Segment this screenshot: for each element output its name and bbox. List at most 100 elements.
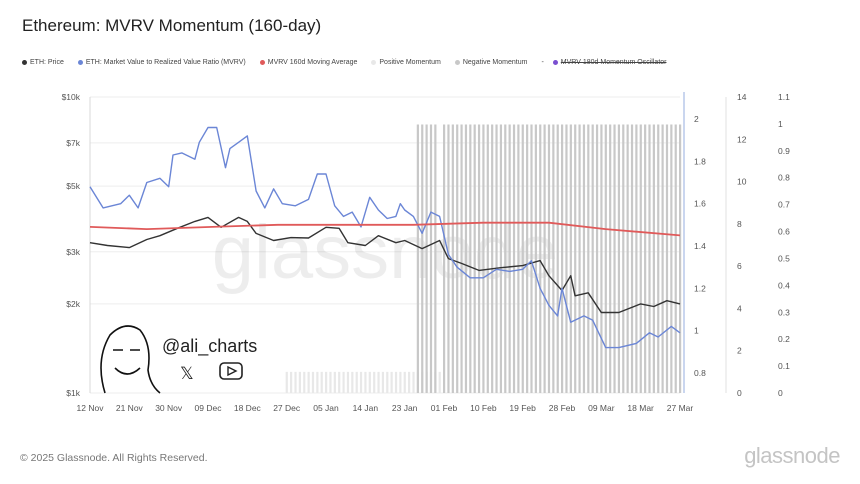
negative-momentum-bar: [429, 124, 433, 393]
legend-item[interactable]: ETH: Market Value to Realized Value Rati…: [77, 59, 246, 66]
positive-momentum-bar: [303, 371, 306, 393]
negative-momentum-bar: [670, 124, 673, 393]
mvrv-tick-label: 1.8: [694, 156, 706, 166]
legend-label: ETH: Price: [30, 59, 64, 66]
mvrv-tick-label: 1.6: [694, 199, 706, 209]
positive-momentum-bar: [373, 371, 376, 393]
legend-swatch: [454, 60, 460, 65]
negative-momentum-bar: [569, 124, 572, 393]
oscillator-tick-label: 0.3: [778, 307, 790, 317]
positive-momentum-bar: [320, 371, 323, 393]
positive-momentum-bar: [325, 371, 328, 393]
author-avatar: [100, 325, 161, 394]
legend-label: Positive Momentum: [379, 59, 441, 66]
oscillator-tick-label: 0.6: [778, 227, 790, 237]
negative-momentum-bar: [674, 124, 677, 393]
price-tick-label: $2k: [66, 299, 80, 309]
oscillator-tick-label: 0.4: [778, 280, 790, 290]
negative-momentum-bar: [657, 124, 660, 393]
avatar-outline: [100, 325, 161, 394]
x-tick-label: 14 Jan: [353, 403, 379, 413]
legend-item[interactable]: Positive Momentum: [371, 59, 441, 66]
price-tick-label: $5k: [66, 181, 80, 191]
legend-item[interactable]: Negative Momentum: [454, 59, 527, 66]
negative-momentum-bar: [582, 124, 586, 393]
negative-momentum-bar: [665, 124, 669, 393]
oscillator-tick-label: 1.1: [778, 92, 790, 102]
series-line-mvrv: [89, 126, 681, 349]
oscillator-tick-label: 0.9: [778, 146, 790, 156]
negative-momentum-bar: [443, 124, 446, 393]
glassnode-logo: glassnode: [744, 443, 840, 468]
oscillator-tick-label: 0.8: [778, 173, 790, 183]
negative-momentum-bar: [451, 124, 454, 393]
negative-momentum-bar: [591, 124, 594, 393]
legend-item[interactable]: MVRV 160d Moving Average: [259, 59, 357, 66]
negative-momentum-bar: [609, 124, 612, 393]
positive-momentum-bar: [412, 371, 415, 393]
youtube-play-icon: [227, 365, 238, 377]
negative-momentum-bar: [600, 124, 603, 393]
legend-item[interactable]: - MVRV 180d Momentum Oscillator: [541, 59, 666, 66]
positive-momentum-bar: [399, 371, 402, 393]
x-tick-label: 05 Jan: [313, 403, 339, 413]
mvrv-tick-label: 0.8: [694, 368, 706, 378]
negative-momentum-bar: [416, 124, 419, 393]
negative-momentum-bar: [491, 124, 494, 393]
negative-momentum-bar: [473, 124, 476, 393]
negative-momentum-bar: [547, 124, 551, 393]
positive-momentum-bar: [298, 371, 301, 393]
positive-momentum-bar: [381, 371, 385, 393]
positive-momentum-bar: [346, 371, 350, 393]
author-handle: @ali_charts: [162, 336, 257, 357]
negative-momentum-bar: [421, 124, 424, 393]
negative-momentum-bar: [644, 124, 647, 393]
positive-momentum-bar: [285, 371, 288, 393]
positive-momentum-bar: [386, 371, 389, 393]
negative-momentum-bar: [508, 124, 511, 393]
negative-momentum-bar: [534, 124, 537, 393]
positive-momentum-bar: [311, 371, 315, 393]
momentum-tick-label: 2: [737, 346, 742, 356]
x-tick-label: 09 Mar: [588, 403, 615, 413]
series-line-price: [89, 216, 681, 314]
oscillator-tick-label: 0: [778, 388, 783, 398]
positive-momentum-bar: [368, 371, 371, 393]
negative-momentum-bar: [530, 124, 533, 393]
legend-swatch: [22, 60, 27, 65]
positive-momentum-bar: [390, 371, 393, 393]
x-tick-label: 27 Mar: [667, 403, 694, 413]
mvrv-tick-label: 1.4: [694, 241, 706, 251]
momentum-tick-label: 14: [737, 92, 747, 102]
oscillator-tick-label: 0.5: [778, 253, 790, 263]
negative-momentum-bar: [630, 124, 634, 393]
oscillator-tick-label: 0.2: [778, 334, 790, 344]
momentum-tick-label: 0: [737, 388, 742, 398]
legend-label: MVRV 180d Momentum Oscillator: [560, 59, 667, 66]
legend-swatch: [371, 60, 377, 65]
positive-momentum-bar: [438, 371, 441, 393]
negative-momentum-bar: [539, 124, 542, 393]
legend-item[interactable]: ETH: Price: [22, 59, 64, 66]
negative-momentum-bar: [456, 124, 459, 393]
negative-momentum-bar: [604, 124, 607, 393]
avatar-features: [113, 349, 141, 375]
positive-momentum-bar: [408, 371, 411, 393]
legend-label: ETH: Market Value to Realized Value Rati…: [85, 59, 246, 66]
positive-momentum-bar: [394, 371, 398, 393]
price-tick-label: $1k: [66, 388, 80, 398]
positive-momentum-bar: [342, 371, 345, 393]
legend-swatch: [77, 60, 83, 65]
negative-momentum-bar: [486, 124, 489, 393]
negative-momentum-bar: [661, 124, 664, 393]
negative-momentum-bar: [504, 124, 507, 393]
x-tick-label: 18 Dec: [234, 403, 262, 413]
negative-momentum-bar: [679, 124, 682, 393]
negative-momentum-bar: [469, 124, 472, 393]
negative-momentum-bar: [556, 124, 559, 393]
negative-momentum-bar: [626, 124, 629, 393]
legend-dash: -: [541, 59, 544, 66]
positive-momentum-bar: [294, 371, 297, 393]
positive-momentum-bar: [316, 371, 319, 393]
negative-momentum-bar: [517, 124, 520, 393]
